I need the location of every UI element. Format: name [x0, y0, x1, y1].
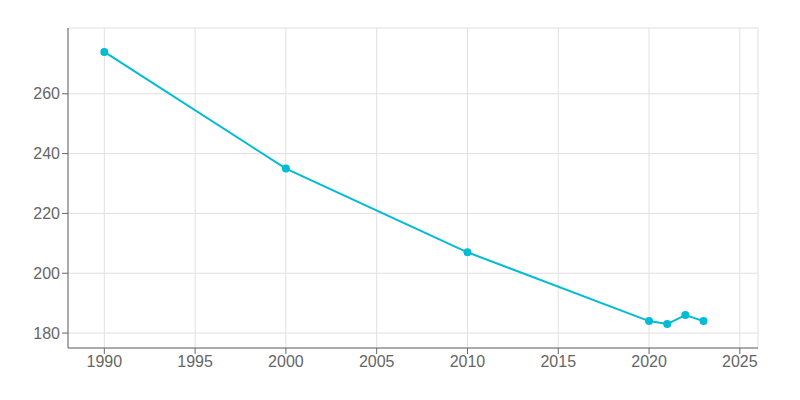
svg-text:200: 200 [33, 265, 60, 282]
svg-text:2020: 2020 [631, 353, 667, 370]
svg-text:2015: 2015 [540, 353, 576, 370]
svg-text:1990: 1990 [87, 353, 123, 370]
svg-text:1995: 1995 [177, 353, 213, 370]
svg-text:2000: 2000 [268, 353, 304, 370]
svg-text:2025: 2025 [722, 353, 758, 370]
svg-text:240: 240 [33, 145, 60, 162]
svg-text:180: 180 [33, 325, 60, 342]
svg-text:2005: 2005 [359, 353, 395, 370]
svg-text:260: 260 [33, 85, 60, 102]
svg-text:220: 220 [33, 205, 60, 222]
svg-text:2010: 2010 [450, 353, 486, 370]
